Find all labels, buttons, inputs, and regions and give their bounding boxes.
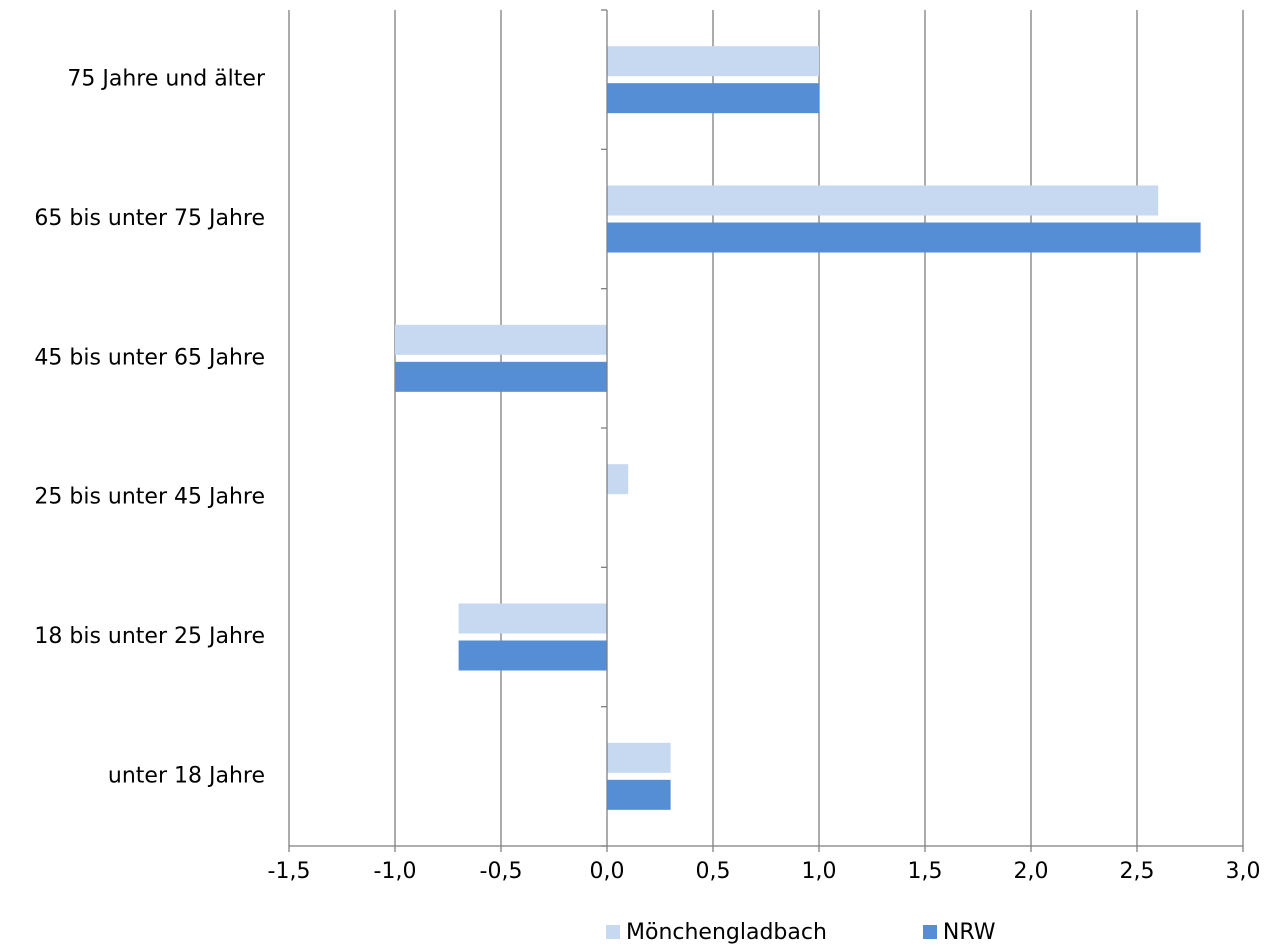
legend-label-series-2: NRW [942,919,996,945]
x-tick-label: 2,5 [1120,859,1155,884]
gridlines [288,10,1244,852]
bar-1-5 [607,742,671,773]
legend-swatch-series-1 [606,925,620,939]
x-tick-label: 0,5 [696,859,731,884]
bar-2-1 [607,222,1201,253]
x-tick-label: 2,0 [1014,859,1049,884]
bar-2-2 [395,361,607,392]
bar-1-0 [607,46,819,77]
x-tick-label: -1,5 [268,859,311,884]
axes [289,9,1243,852]
category-label: 75 Jahre und älter [67,67,266,92]
x-tick-label: 3,0 [1226,859,1261,884]
bar-1-2 [395,324,607,355]
legend-item-series-2: NRW [922,919,996,945]
legend: Mönchengladbach NRW [606,918,996,946]
bar-1-3 [607,464,629,495]
bar-2-0 [607,83,819,114]
x-tick-label: -1,0 [374,859,417,884]
category-label: 65 bis unter 75 Jahre [34,206,265,231]
category-label: 18 bis unter 25 Jahre [34,624,265,649]
category-label: 45 bis unter 65 Jahre [34,345,265,370]
bar-1-1 [607,185,1159,216]
bar-2-4 [458,640,607,671]
x-tick-label: 1,0 [802,859,837,884]
axis-labels: 75 Jahre und älter 65 bis unter 75 Jahre 4… [34,67,1260,884]
bars [395,46,1201,810]
legend-label-series-1: Mönchengladbach [626,919,827,945]
x-tick-label: 0,0 [590,859,625,884]
x-tick-label: -0,5 [480,859,523,884]
legend-swatch-series-2 [922,925,937,939]
bar-2-5 [607,779,671,810]
bar-1-4 [458,603,607,634]
x-tick-label: 1,5 [908,859,943,884]
category-label: unter 18 Jahre [108,763,265,788]
category-label: 25 bis unter 45 Jahre [34,485,265,510]
legend-item-series-1: Mönchengladbach [606,920,827,945]
